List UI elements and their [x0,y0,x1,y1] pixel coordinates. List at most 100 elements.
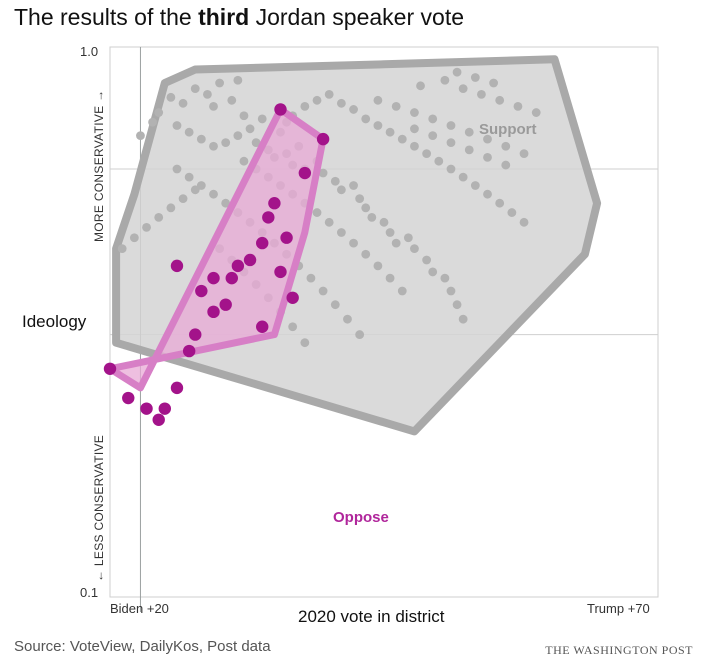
support-point-98 [501,141,511,151]
oppose-point-3 [152,413,165,426]
support-point-30 [336,185,346,195]
support-point-66 [330,300,340,310]
support-point-99 [519,149,529,159]
support-point-83 [434,156,444,166]
support-point-136 [288,322,298,332]
support-point-45 [458,314,468,324]
support-point-67 [343,314,352,324]
support-point-57 [221,198,231,208]
support-point-105 [513,101,523,111]
chart-title: The results of the third Jordan speaker … [14,4,464,31]
support-point-108 [470,73,480,82]
support-point-37 [391,238,401,248]
publisher-credit: THE WASHINGTON POST [545,643,693,657]
support-point-125 [349,238,358,248]
support-point-74 [324,90,334,99]
support-point-87 [483,189,492,199]
support-point-77 [361,114,371,124]
support-point-86 [470,181,480,190]
support-point-97 [483,134,492,144]
support-point-72 [300,101,310,111]
title-prefix: The results of the [14,4,199,30]
support-point-18 [233,131,243,141]
support-point-68 [355,330,365,339]
support-point-101 [440,75,450,85]
x-tick-left: Biden +20 [110,601,169,616]
support-point-114 [483,152,492,162]
support-point-13 [172,121,182,130]
support-point-48 [166,203,176,213]
oppose-point-14 [243,253,257,267]
support-point-17 [221,138,231,148]
support-point-89 [507,208,517,217]
oppose-point-15 [256,236,269,250]
x-tick-right: Trump +70 [587,601,650,616]
y-note-less-conservative: ← LESS CONSERVATIVE [92,434,106,582]
oppose-point-24 [286,291,299,304]
support-point-116 [239,156,249,166]
support-point-44 [452,300,462,310]
oppose-point-12 [225,271,238,285]
support-point-127 [373,261,383,271]
support-point-103 [477,90,486,99]
support-point-6 [203,90,212,99]
support-point-2 [154,108,164,117]
oppose-point-17 [268,196,281,210]
support-point-54 [184,172,194,182]
oppose-point-2 [140,402,153,415]
oppose-point-25 [256,320,269,333]
support-point-95 [446,121,456,130]
support-point-28 [318,168,328,178]
support-point-39 [410,244,419,253]
support-point-124 [336,228,346,237]
support-point-7 [215,78,225,88]
oppose-point-10 [195,284,208,298]
support-point-1 [148,117,158,127]
support-point-111 [428,131,438,141]
oppose-point-0 [103,362,117,375]
y-tick-bottom: 0.1 [80,585,99,600]
oppose-point-8 [207,305,220,319]
support-point-110 [410,124,419,134]
plot-frame [109,46,659,598]
support-point-12 [257,114,267,124]
oppose-point-6 [182,344,196,358]
support-point-11 [239,111,249,121]
support-point-92 [391,101,401,111]
support-point-19 [245,124,255,134]
support-point-3 [166,92,176,102]
support-point-16 [209,141,218,151]
support-point-73 [312,95,322,105]
support-point-100 [416,81,425,91]
support-point-122 [312,208,322,217]
support-point-128 [385,273,395,283]
support-point-10 [227,95,237,105]
oppose-point-1 [122,391,135,405]
support-point-82 [422,149,432,159]
support-point-4 [178,98,188,108]
title-suffix: Jordan speaker vote [249,4,464,30]
annotation-oppose: Oppose [333,509,389,526]
support-point-79 [385,127,395,137]
support-point-84 [446,164,456,174]
support-point-85 [458,172,468,182]
support-point-5 [190,84,200,94]
support-point-126 [361,249,371,259]
support-point-29 [330,176,340,186]
support-point-91 [373,95,383,105]
support-point-55 [196,181,206,190]
support-point-8 [233,75,243,85]
support-point-0 [136,131,145,141]
oppose-point-18 [170,259,184,273]
oppose-point-22 [280,231,293,244]
support-point-43 [446,286,456,296]
oppose-point-7 [189,328,202,341]
support-point-40 [422,255,432,265]
support-point-88 [495,198,505,208]
support-point-75 [336,98,346,108]
support-point-14 [184,127,194,137]
support-point-90 [519,217,529,227]
support-point-80 [397,134,407,144]
oppose-point-16 [262,211,275,224]
